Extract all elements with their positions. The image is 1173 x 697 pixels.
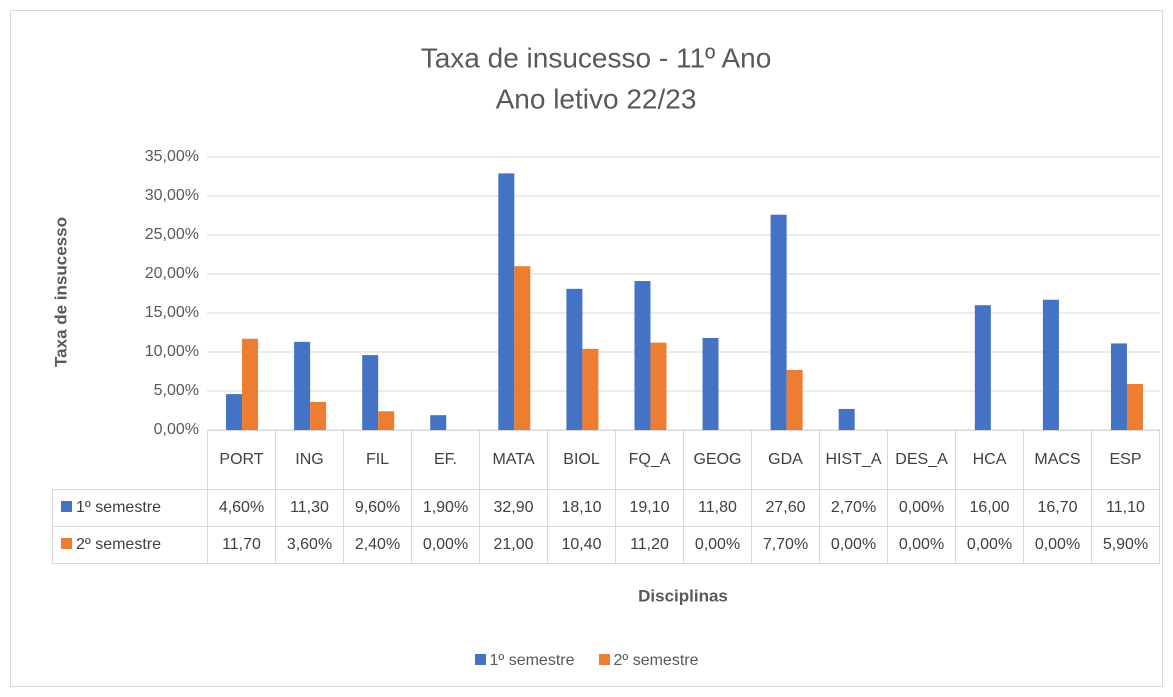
- legend-key: [61, 538, 72, 549]
- chart-title: Taxa de insucesso - 11º Ano: [421, 42, 772, 73]
- bar: [310, 401, 327, 430]
- bar: [498, 173, 515, 430]
- legend-label: 1º semestre: [489, 652, 575, 669]
- data-label: 21,00: [479, 526, 548, 564]
- x-tick-label: PORT: [207, 430, 276, 490]
- chart-border: [10, 10, 1163, 687]
- legend-key: [598, 654, 610, 665]
- data-label: 27,60: [751, 489, 820, 527]
- y-tick-label: 35,00%: [145, 148, 199, 165]
- chart-subtitle: Ano letivo 22/23: [496, 83, 697, 114]
- y-tick-label: 5,00%: [154, 382, 199, 399]
- data-label: 0,00%: [411, 526, 480, 564]
- y-tick-label: 15,00%: [145, 304, 199, 321]
- legend-item: 1º semestre: [474, 652, 575, 669]
- legend-label: 2º semestre: [613, 652, 699, 669]
- legend-label: 2º semestre: [76, 536, 161, 553]
- y-axis-label: Taxa de insucesso: [51, 217, 70, 367]
- x-axis-label: Disciplinas: [638, 586, 728, 605]
- data-label: 11,70: [207, 526, 276, 564]
- bar: [786, 369, 803, 430]
- x-tick-label: ING: [275, 430, 344, 490]
- y-tick-label: 10,00%: [145, 343, 199, 360]
- data-label: 0,00%: [819, 526, 888, 564]
- data-label: 2,40%: [343, 526, 412, 564]
- bar: [566, 288, 583, 430]
- x-tick-label: ESP: [1091, 430, 1160, 490]
- legend-label: 1º semestre: [76, 499, 161, 516]
- data-label: 3,60%: [275, 526, 344, 564]
- data-label: 16,70: [1023, 489, 1092, 527]
- bar: [650, 342, 667, 430]
- bar: [1042, 299, 1059, 430]
- y-tick-label: 20,00%: [145, 265, 199, 282]
- data-label: 7,70%: [751, 526, 820, 564]
- bar: [634, 281, 651, 430]
- data-label: 11,20: [615, 526, 684, 564]
- bar: [242, 338, 259, 430]
- bar: [770, 214, 787, 430]
- data-label: 32,90: [479, 489, 548, 527]
- bar: [838, 408, 855, 430]
- data-label: 0,00%: [887, 526, 956, 564]
- legend-key: [61, 501, 72, 512]
- bar: [582, 348, 599, 430]
- bar: [430, 415, 447, 430]
- data-label: 18,10: [547, 489, 616, 527]
- y-tick-label: 25,00%: [145, 226, 199, 243]
- bar: [294, 341, 311, 430]
- bar: [974, 305, 991, 430]
- data-table: PORT ING FIL EF. MATA BIOL FQ_A GEOG GDA HIST_A DE…: [52, 430, 1160, 564]
- data-label: 11,30: [275, 489, 344, 527]
- data-label: 16,00: [955, 489, 1024, 527]
- bar: [514, 266, 531, 430]
- x-tick-label: HIST_A: [819, 430, 888, 490]
- data-label: 19,10: [615, 489, 684, 527]
- category-row: PORT ING FIL EF. MATA BIOL FQ_A GEOG GDA HIST_A DE…: [52, 430, 1160, 490]
- bar: [1110, 343, 1127, 430]
- bar: [702, 337, 719, 430]
- x-tick-label: MATA: [479, 430, 548, 490]
- data-label: 0,00%: [887, 489, 956, 527]
- data-label: 9,60%: [343, 489, 412, 527]
- data-label: 0,00%: [1023, 526, 1092, 564]
- bar: [362, 355, 379, 430]
- x-tick-label: HCA: [955, 430, 1024, 490]
- series-row: 2º semestre 11,70 3,60% 2,40% 0,00% 21,00 10,4…: [52, 526, 1160, 564]
- series-row: 1º semestre 4,60% 11,30 9,60% 1,90% 32,90 18,1…: [52, 489, 1160, 527]
- data-label: 11,10: [1091, 489, 1160, 527]
- bar: [378, 411, 395, 430]
- legend: 1º semestre 2º semestre: [0, 652, 1173, 670]
- x-tick-label: MACS: [1023, 430, 1092, 490]
- x-tick-label: EF.: [411, 430, 480, 490]
- bar: [226, 394, 243, 430]
- x-tick-label: DES_A: [887, 430, 956, 490]
- x-tick-label: FQ_A: [615, 430, 684, 490]
- legend-key: [474, 654, 486, 665]
- data-label: 0,00%: [955, 526, 1024, 564]
- y-tick-label: 30,00%: [145, 187, 199, 204]
- series-head: 2º semestre: [52, 526, 208, 564]
- data-label: 4,60%: [207, 489, 276, 527]
- x-tick-label: GEOG: [683, 430, 752, 490]
- x-tick-label: BIOL: [547, 430, 616, 490]
- data-label: 10,40: [547, 526, 616, 564]
- data-label: 2,70%: [819, 489, 888, 527]
- series-head: 1º semestre: [52, 489, 208, 527]
- x-tick-label: GDA: [751, 430, 820, 490]
- data-label: 5,90%: [1091, 526, 1160, 564]
- data-label: 11,80: [683, 489, 752, 527]
- data-label: 1,90%: [411, 489, 480, 527]
- bar: [1126, 383, 1143, 430]
- data-label: 0,00%: [683, 526, 752, 564]
- blank-cell: [52, 430, 208, 490]
- legend-item: 2º semestre: [598, 652, 699, 669]
- x-tick-label: FIL: [343, 430, 412, 490]
